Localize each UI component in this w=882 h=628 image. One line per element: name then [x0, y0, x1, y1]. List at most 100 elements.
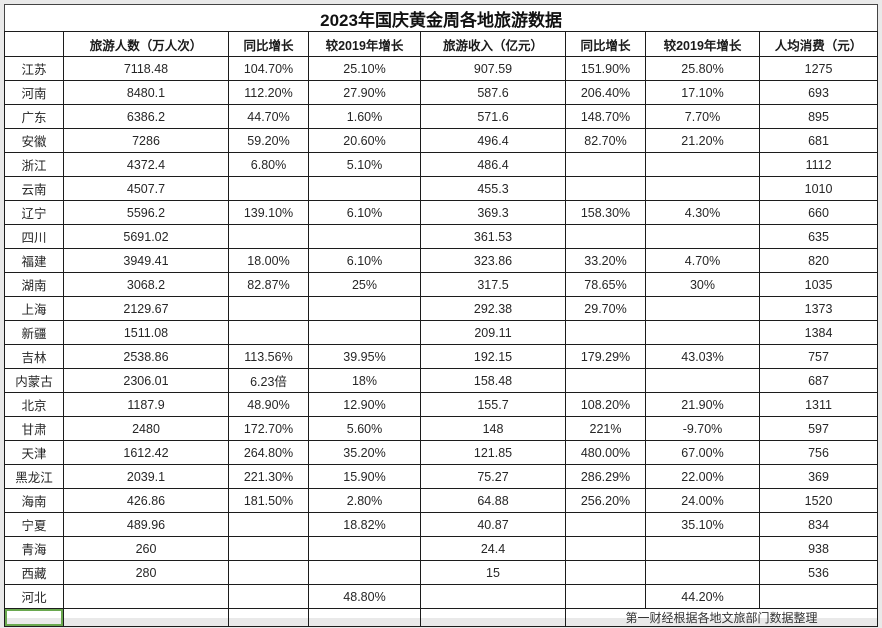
data-cell[interactable] [420, 584, 566, 609]
data-cell[interactable]: 24.00% [645, 488, 760, 513]
data-cell[interactable]: 18.00% [228, 248, 309, 273]
province-cell[interactable]: 安徽 [4, 128, 64, 153]
data-cell[interactable]: 78.65% [565, 272, 646, 297]
data-cell[interactable]: 6.10% [308, 248, 421, 273]
data-cell[interactable] [645, 176, 760, 201]
data-cell[interactable]: 895 [758, 104, 879, 129]
data-cell[interactable]: 21.20% [645, 128, 760, 153]
data-cell[interactable]: 1373 [758, 296, 879, 321]
province-cell[interactable]: 河北 [4, 584, 64, 609]
data-cell[interactable] [645, 368, 760, 393]
data-cell[interactable]: 25% [308, 272, 421, 297]
data-cell[interactable] [758, 584, 879, 609]
data-cell[interactable]: 15.90% [308, 464, 421, 489]
province-cell[interactable]: 新疆 [4, 320, 64, 345]
data-cell[interactable]: 27.90% [308, 80, 421, 105]
province-cell[interactable]: 云南 [4, 176, 64, 201]
data-cell[interactable]: 317.5 [420, 272, 566, 297]
province-cell[interactable]: 青海 [4, 536, 64, 561]
data-cell[interactable]: 5691.02 [63, 224, 229, 249]
data-cell[interactable] [228, 512, 309, 537]
data-cell[interactable]: 256.20% [565, 488, 646, 513]
data-cell[interactable]: 820 [758, 248, 879, 273]
data-cell[interactable]: -9.70% [645, 416, 760, 441]
data-cell[interactable]: 597 [758, 416, 879, 441]
column-header[interactable]: 同比增长 [228, 31, 309, 57]
data-cell[interactable]: 264.80% [228, 440, 309, 465]
data-cell[interactable]: 121.85 [420, 440, 566, 465]
data-cell[interactable]: 2129.67 [63, 296, 229, 321]
data-cell[interactable]: 20.60% [308, 128, 421, 153]
data-cell[interactable]: 112.20% [228, 80, 309, 105]
data-cell[interactable]: 635 [758, 224, 879, 249]
data-cell[interactable]: 25.80% [645, 56, 760, 81]
active-cell[interactable] [4, 608, 64, 627]
data-cell[interactable]: 1187.9 [63, 392, 229, 417]
data-cell[interactable]: 151.90% [565, 56, 646, 81]
data-cell[interactable]: 496.4 [420, 128, 566, 153]
empty-cell[interactable] [228, 608, 309, 627]
data-cell[interactable] [565, 560, 646, 585]
data-cell[interactable] [565, 176, 646, 201]
data-cell[interactable] [308, 296, 421, 321]
data-cell[interactable]: 6.10% [308, 200, 421, 225]
data-cell[interactable]: 571.6 [420, 104, 566, 129]
province-cell[interactable]: 海南 [4, 488, 64, 513]
data-cell[interactable] [645, 320, 760, 345]
data-cell[interactable]: 5.10% [308, 152, 421, 177]
data-cell[interactable]: 44.20% [645, 584, 760, 609]
data-cell[interactable] [308, 320, 421, 345]
data-cell[interactable]: 29.70% [565, 296, 646, 321]
data-cell[interactable]: 155.7 [420, 392, 566, 417]
data-cell[interactable]: 8480.1 [63, 80, 229, 105]
data-cell[interactable]: 1384 [758, 320, 879, 345]
data-cell[interactable]: 113.56% [228, 344, 309, 369]
data-cell[interactable]: 693 [758, 80, 879, 105]
data-cell[interactable]: 75.27 [420, 464, 566, 489]
data-cell[interactable]: 3949.41 [63, 248, 229, 273]
data-cell[interactable]: 587.6 [420, 80, 566, 105]
table-title[interactable]: 2023年国庆黄金周各地旅游数据 [3, 4, 879, 32]
data-cell[interactable]: 44.70% [228, 104, 309, 129]
data-cell[interactable]: 18.82% [308, 512, 421, 537]
data-cell[interactable]: 1010 [758, 176, 879, 201]
data-cell[interactable]: 43.03% [645, 344, 760, 369]
data-cell[interactable]: 687 [758, 368, 879, 393]
data-cell[interactable]: 681 [758, 128, 879, 153]
data-cell[interactable] [228, 584, 309, 609]
data-cell[interactable]: 181.50% [228, 488, 309, 513]
data-cell[interactable]: 18% [308, 368, 421, 393]
data-cell[interactable]: 139.10% [228, 200, 309, 225]
data-cell[interactable]: 1511.08 [63, 320, 229, 345]
data-cell[interactable]: 369.3 [420, 200, 566, 225]
province-cell[interactable]: 湖南 [4, 272, 64, 297]
data-cell[interactable]: 938 [758, 536, 879, 561]
data-cell[interactable]: 24.4 [420, 536, 566, 561]
data-cell[interactable]: 35.20% [308, 440, 421, 465]
data-cell[interactable]: 480.00% [565, 440, 646, 465]
corner-header-cell[interactable] [4, 31, 64, 57]
province-cell[interactable]: 内蒙古 [4, 368, 64, 393]
data-cell[interactable]: 179.29% [565, 344, 646, 369]
data-cell[interactable]: 17.10% [645, 80, 760, 105]
data-cell[interactable]: 323.86 [420, 248, 566, 273]
data-cell[interactable]: 426.86 [63, 488, 229, 513]
province-cell[interactable]: 福建 [4, 248, 64, 273]
data-cell[interactable]: 48.90% [228, 392, 309, 417]
data-cell[interactable] [308, 224, 421, 249]
data-cell[interactable] [228, 296, 309, 321]
data-cell[interactable]: 660 [758, 200, 879, 225]
data-cell[interactable]: 33.20% [565, 248, 646, 273]
data-cell[interactable]: 1311 [758, 392, 879, 417]
data-cell[interactable]: 280 [63, 560, 229, 585]
data-cell[interactable]: 4.70% [645, 248, 760, 273]
data-cell[interactable] [308, 560, 421, 585]
data-cell[interactable]: 21.90% [645, 392, 760, 417]
data-cell[interactable] [565, 584, 646, 609]
data-cell[interactable] [228, 536, 309, 561]
data-cell[interactable]: 6.23倍 [228, 368, 309, 393]
province-cell[interactable]: 江苏 [4, 56, 64, 81]
data-cell[interactable]: 369 [758, 464, 879, 489]
data-cell[interactable]: 489.96 [63, 512, 229, 537]
source-note-cell[interactable]: 第一财经根据各地文旅部门数据整理 [564, 608, 879, 627]
